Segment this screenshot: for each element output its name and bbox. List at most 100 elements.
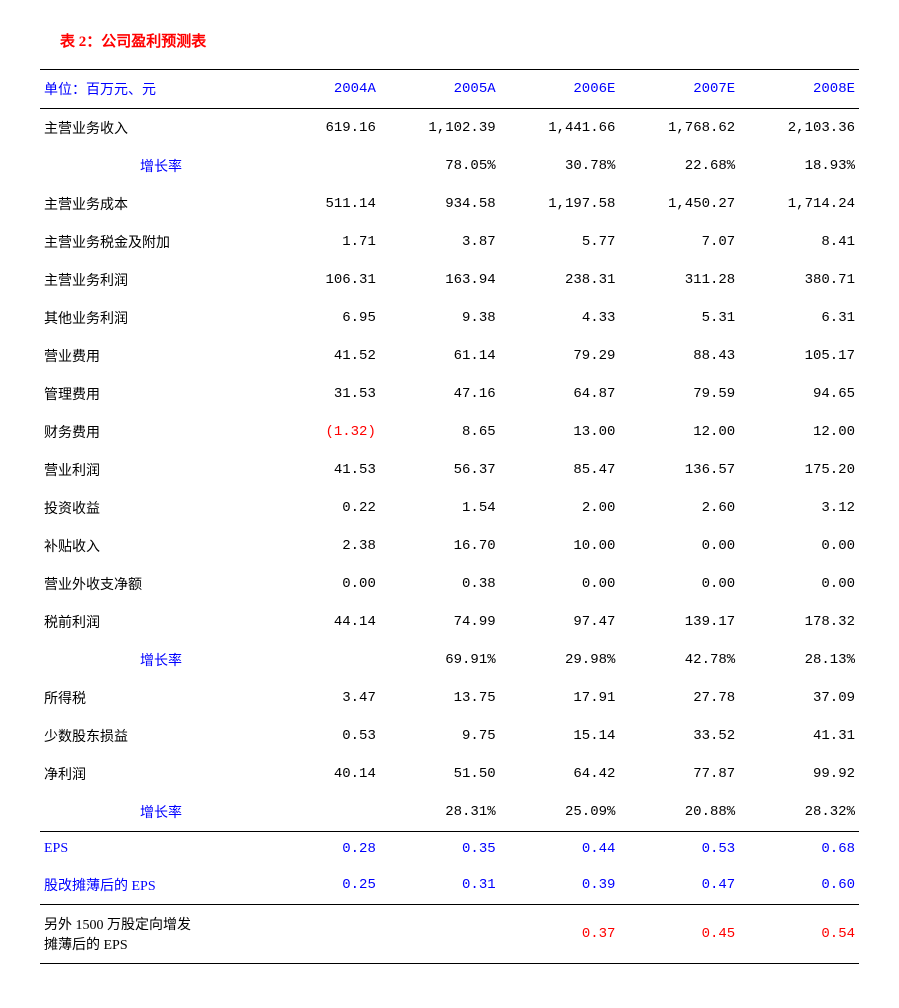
eps-value: 0.60 xyxy=(739,866,859,905)
row-value: 105.17 xyxy=(739,337,859,375)
row-value: 0.53 xyxy=(287,717,380,755)
row-value: 8.65 xyxy=(380,413,500,451)
eps-value: 0.39 xyxy=(500,866,620,905)
row-label: 其他业务利润 xyxy=(40,299,287,337)
row-value: 1,768.62 xyxy=(619,109,739,148)
row-value: 9.75 xyxy=(380,717,500,755)
row-value: 16.70 xyxy=(380,527,500,565)
row-value: 0.22 xyxy=(287,489,380,527)
final-val-4: 0.54 xyxy=(739,905,859,964)
row-value: 28.13% xyxy=(739,641,859,679)
row-value: 61.14 xyxy=(380,337,500,375)
row-label: 补贴收入 xyxy=(40,527,287,565)
row-value: 238.31 xyxy=(500,261,620,299)
row-value: 3.47 xyxy=(287,679,380,717)
row-value: 25.09% xyxy=(500,793,620,832)
row-value: 619.16 xyxy=(287,109,380,148)
table-row: 增长率28.31%25.09%20.88%28.32% xyxy=(40,793,859,832)
row-value: 136.57 xyxy=(619,451,739,489)
row-value: 17.91 xyxy=(500,679,620,717)
row-value: 0.38 xyxy=(380,565,500,603)
row-value: 311.28 xyxy=(619,261,739,299)
eps-value: 0.31 xyxy=(380,866,500,905)
table-row: 补贴收入2.3816.7010.000.000.00 xyxy=(40,527,859,565)
row-label: 少数股东损益 xyxy=(40,717,287,755)
row-value: 2.38 xyxy=(287,527,380,565)
row-value: 1.71 xyxy=(287,223,380,261)
col-year-4: 2008E xyxy=(739,70,859,109)
row-label: 主营业务收入 xyxy=(40,109,287,148)
row-value: 511.14 xyxy=(287,185,380,223)
row-value: 0.00 xyxy=(739,565,859,603)
col-year-0: 2004A xyxy=(287,70,380,109)
row-value: 42.78% xyxy=(619,641,739,679)
row-value: 79.29 xyxy=(500,337,620,375)
row-value: 47.16 xyxy=(380,375,500,413)
table-row: 财务费用(1.32)8.6513.0012.0012.00 xyxy=(40,413,859,451)
row-label: 增长率 xyxy=(40,147,287,185)
row-value: 99.92 xyxy=(739,755,859,793)
table-row: 所得税3.4713.7517.9127.7837.09 xyxy=(40,679,859,717)
row-label: 增长率 xyxy=(40,793,287,832)
row-value: 175.20 xyxy=(739,451,859,489)
eps-value: 0.68 xyxy=(739,832,859,867)
row-value: 97.47 xyxy=(500,603,620,641)
row-value: 79.59 xyxy=(619,375,739,413)
row-value: 88.43 xyxy=(619,337,739,375)
eps-value: 0.53 xyxy=(619,832,739,867)
row-label: 投资收益 xyxy=(40,489,287,527)
row-value: 0.00 xyxy=(619,565,739,603)
row-label: 主营业务利润 xyxy=(40,261,287,299)
row-value: 37.09 xyxy=(739,679,859,717)
row-value: 178.32 xyxy=(739,603,859,641)
row-value: (1.32) xyxy=(287,413,380,451)
row-value: 64.42 xyxy=(500,755,620,793)
row-value: 28.31% xyxy=(380,793,500,832)
row-value: 2.00 xyxy=(500,489,620,527)
eps-value: 0.47 xyxy=(619,866,739,905)
row-value xyxy=(287,641,380,679)
eps-value: 0.25 xyxy=(287,866,380,905)
col-year-2: 2006E xyxy=(500,70,620,109)
eps-row: EPS0.280.350.440.530.68 xyxy=(40,832,859,867)
row-value: 31.53 xyxy=(287,375,380,413)
row-value: 0.00 xyxy=(739,527,859,565)
row-value: 77.87 xyxy=(619,755,739,793)
row-value: 41.53 xyxy=(287,451,380,489)
table-row: 少数股东损益0.539.7515.1433.5241.31 xyxy=(40,717,859,755)
eps-value: 0.28 xyxy=(287,832,380,867)
eps-row: 股改摊薄后的 EPS0.250.310.390.470.60 xyxy=(40,866,859,905)
final-label: 另外 1500 万股定向增发 摊薄后的 EPS xyxy=(40,905,287,964)
row-value: 13.75 xyxy=(380,679,500,717)
row-value: 69.91% xyxy=(380,641,500,679)
row-value: 1,450.27 xyxy=(619,185,739,223)
row-value: 12.00 xyxy=(739,413,859,451)
row-value: 9.38 xyxy=(380,299,500,337)
row-value: 4.33 xyxy=(500,299,620,337)
row-value: 40.14 xyxy=(287,755,380,793)
table-row: 净利润40.1451.5064.4277.8799.92 xyxy=(40,755,859,793)
row-value: 0.00 xyxy=(619,527,739,565)
row-value xyxy=(287,147,380,185)
table-row: 投资收益0.221.542.002.603.12 xyxy=(40,489,859,527)
row-label: 主营业务税金及附加 xyxy=(40,223,287,261)
row-value: 20.88% xyxy=(619,793,739,832)
row-value: 8.41 xyxy=(739,223,859,261)
col-year-3: 2007E xyxy=(619,70,739,109)
row-value: 1,714.24 xyxy=(739,185,859,223)
table-row: 其他业务利润6.959.384.335.316.31 xyxy=(40,299,859,337)
row-value: 2.60 xyxy=(619,489,739,527)
row-value: 78.05% xyxy=(380,147,500,185)
table-row: 主营业务税金及附加1.713.875.777.078.41 xyxy=(40,223,859,261)
unit-label: 单位：百万元、元 xyxy=(40,70,287,109)
row-value: 27.78 xyxy=(619,679,739,717)
row-value: 0.00 xyxy=(500,565,620,603)
row-value: 0.00 xyxy=(287,565,380,603)
final-val-0 xyxy=(287,905,380,964)
row-value: 18.93% xyxy=(739,147,859,185)
row-value: 3.12 xyxy=(739,489,859,527)
table-row: 营业费用41.5261.1479.2988.43105.17 xyxy=(40,337,859,375)
row-label: 主营业务成本 xyxy=(40,185,287,223)
row-value: 56.37 xyxy=(380,451,500,489)
row-value: 6.95 xyxy=(287,299,380,337)
